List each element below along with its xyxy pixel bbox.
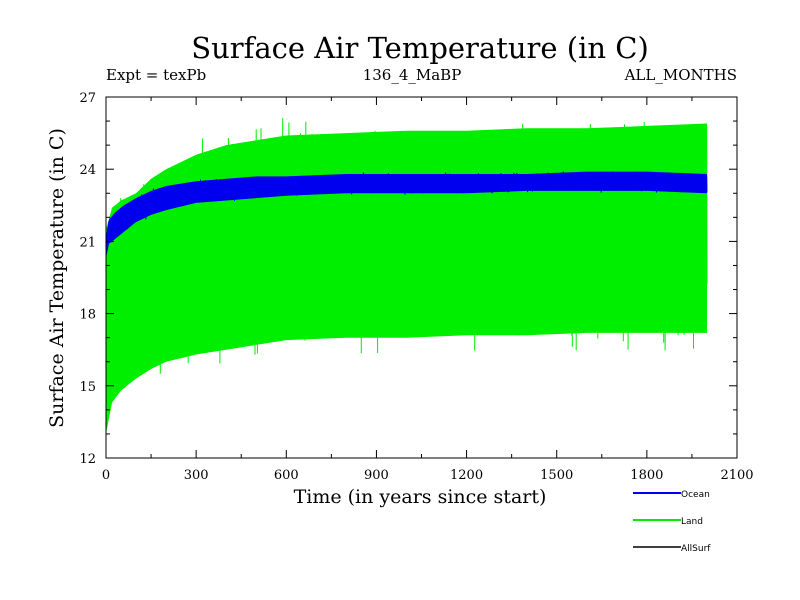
x-tick-label: 1500 <box>540 468 573 483</box>
legend: Ocean Land AllSurf <box>633 490 711 554</box>
x-tick-label: 2100 <box>720 468 753 483</box>
plot-series <box>105 117 708 434</box>
subtitle-run: 136_4_MaBP <box>363 66 462 84</box>
x-tick-label: 1200 <box>450 468 483 483</box>
y-tick-label: 24 <box>79 163 96 178</box>
y-tick-label: 27 <box>79 91 96 106</box>
x-axis-label: Time (in years since start) <box>294 486 547 508</box>
subtitle-expt: Expt = texPb <box>106 66 206 84</box>
chart-title: Surface Air Temperature (in C) <box>191 31 649 65</box>
x-tick-label: 600 <box>274 468 299 483</box>
x-tick-label: 0 <box>102 468 110 483</box>
x-tick-label: 300 <box>184 468 209 483</box>
y-tick-label: 21 <box>79 235 96 250</box>
axis-ticks: 0 300 600 900 1200 1500 1800 2100 12 15 18 21 24 27 <box>79 91 753 483</box>
y-tick-label: 18 <box>79 308 96 323</box>
y-tick-label: 12 <box>79 452 96 467</box>
land-series-line <box>105 117 708 416</box>
legend-label-ocean: Ocean <box>681 490 710 500</box>
y-tick-label: 15 <box>79 380 96 395</box>
x-tick-label: 1800 <box>630 468 663 483</box>
ocean-series-line <box>105 171 708 255</box>
subtitle-months: ALL_MONTHS <box>624 66 737 84</box>
y-axis-label: Surface Air Temperature (in C) <box>46 128 68 428</box>
legend-label-land: Land <box>681 517 703 527</box>
legend-label-allsurf: AllSurf <box>681 544 711 554</box>
x-tick-label: 900 <box>364 468 389 483</box>
